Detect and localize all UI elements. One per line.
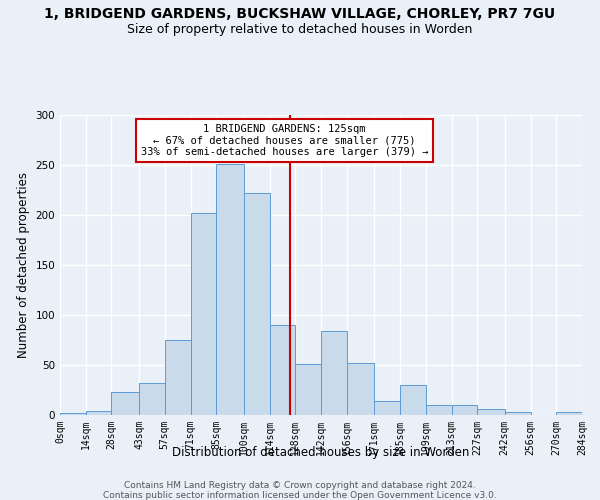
Bar xyxy=(165,340,191,415)
Bar xyxy=(452,405,477,415)
Text: Distribution of detached houses by size in Worden: Distribution of detached houses by size … xyxy=(172,446,470,459)
Bar xyxy=(216,164,244,415)
Bar xyxy=(112,392,139,415)
Text: Size of property relative to detached houses in Worden: Size of property relative to detached ho… xyxy=(127,22,473,36)
Bar xyxy=(400,385,426,415)
Bar xyxy=(244,193,269,415)
Y-axis label: Number of detached properties: Number of detached properties xyxy=(17,172,30,358)
Text: 1, BRIDGEND GARDENS, BUCKSHAW VILLAGE, CHORLEY, PR7 7GU: 1, BRIDGEND GARDENS, BUCKSHAW VILLAGE, C… xyxy=(44,8,556,22)
Text: Contains public sector information licensed under the Open Government Licence v3: Contains public sector information licen… xyxy=(103,490,497,500)
Bar xyxy=(426,405,452,415)
Bar xyxy=(347,363,374,415)
Bar xyxy=(269,325,295,415)
Text: Contains HM Land Registry data © Crown copyright and database right 2024.: Contains HM Land Registry data © Crown c… xyxy=(124,482,476,490)
Bar xyxy=(86,411,112,415)
Bar xyxy=(505,412,530,415)
Bar xyxy=(60,413,86,415)
Bar xyxy=(321,331,347,415)
Text: 1 BRIDGEND GARDENS: 125sqm
← 67% of detached houses are smaller (775)
33% of sem: 1 BRIDGEND GARDENS: 125sqm ← 67% of deta… xyxy=(141,124,428,157)
Bar xyxy=(295,364,321,415)
Bar xyxy=(374,401,400,415)
Bar xyxy=(139,383,165,415)
Bar xyxy=(556,412,582,415)
Bar xyxy=(191,213,216,415)
Bar xyxy=(477,409,505,415)
